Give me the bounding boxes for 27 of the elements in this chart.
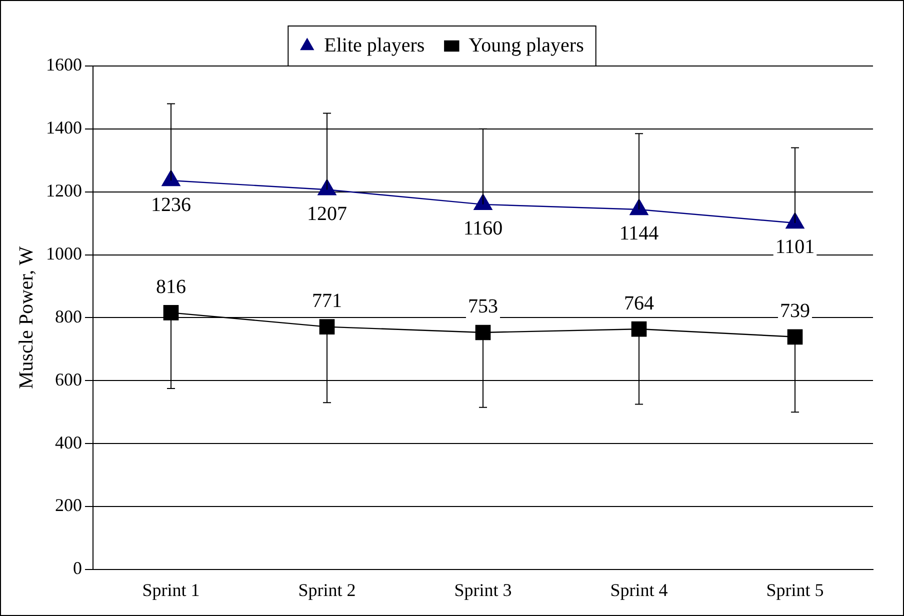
data-label: 771 [312, 290, 342, 312]
y-tick-label: 200 [55, 495, 82, 516]
x-tick-label: Sprint 1 [142, 580, 200, 600]
data-label: 1236 [151, 194, 191, 216]
y-tick-label: 0 [73, 558, 82, 578]
y-axis-title: Muscle Power, W [15, 246, 38, 390]
x-tick-label: Sprint 3 [454, 580, 512, 600]
data-label: 739 [780, 300, 810, 322]
data-label: 1207 [307, 202, 347, 225]
x-tick-label: Sprint 2 [298, 580, 356, 600]
y-tick-label: 800 [55, 306, 82, 326]
y-tick-label: 1200 [46, 180, 82, 201]
legend-label: Young players [468, 34, 584, 56]
y-tick-label: 400 [55, 432, 82, 452]
data-label: 816 [156, 276, 186, 298]
data-label: 1144 [619, 222, 659, 245]
data-label: 1101 [775, 236, 815, 258]
x-tick-label: Sprint 4 [610, 580, 668, 600]
legend-label: Elite players [324, 34, 425, 56]
y-tick-label: 600 [55, 369, 82, 390]
y-tick-label: 1000 [46, 244, 82, 264]
y-tick-label: 1400 [46, 118, 82, 138]
data-label: 753 [468, 296, 498, 318]
x-tick-label: Sprint 5 [766, 580, 824, 600]
data-label: 764 [624, 292, 654, 314]
y-tick-label: 1600 [46, 54, 82, 75]
data-label: 1160 [463, 218, 503, 240]
